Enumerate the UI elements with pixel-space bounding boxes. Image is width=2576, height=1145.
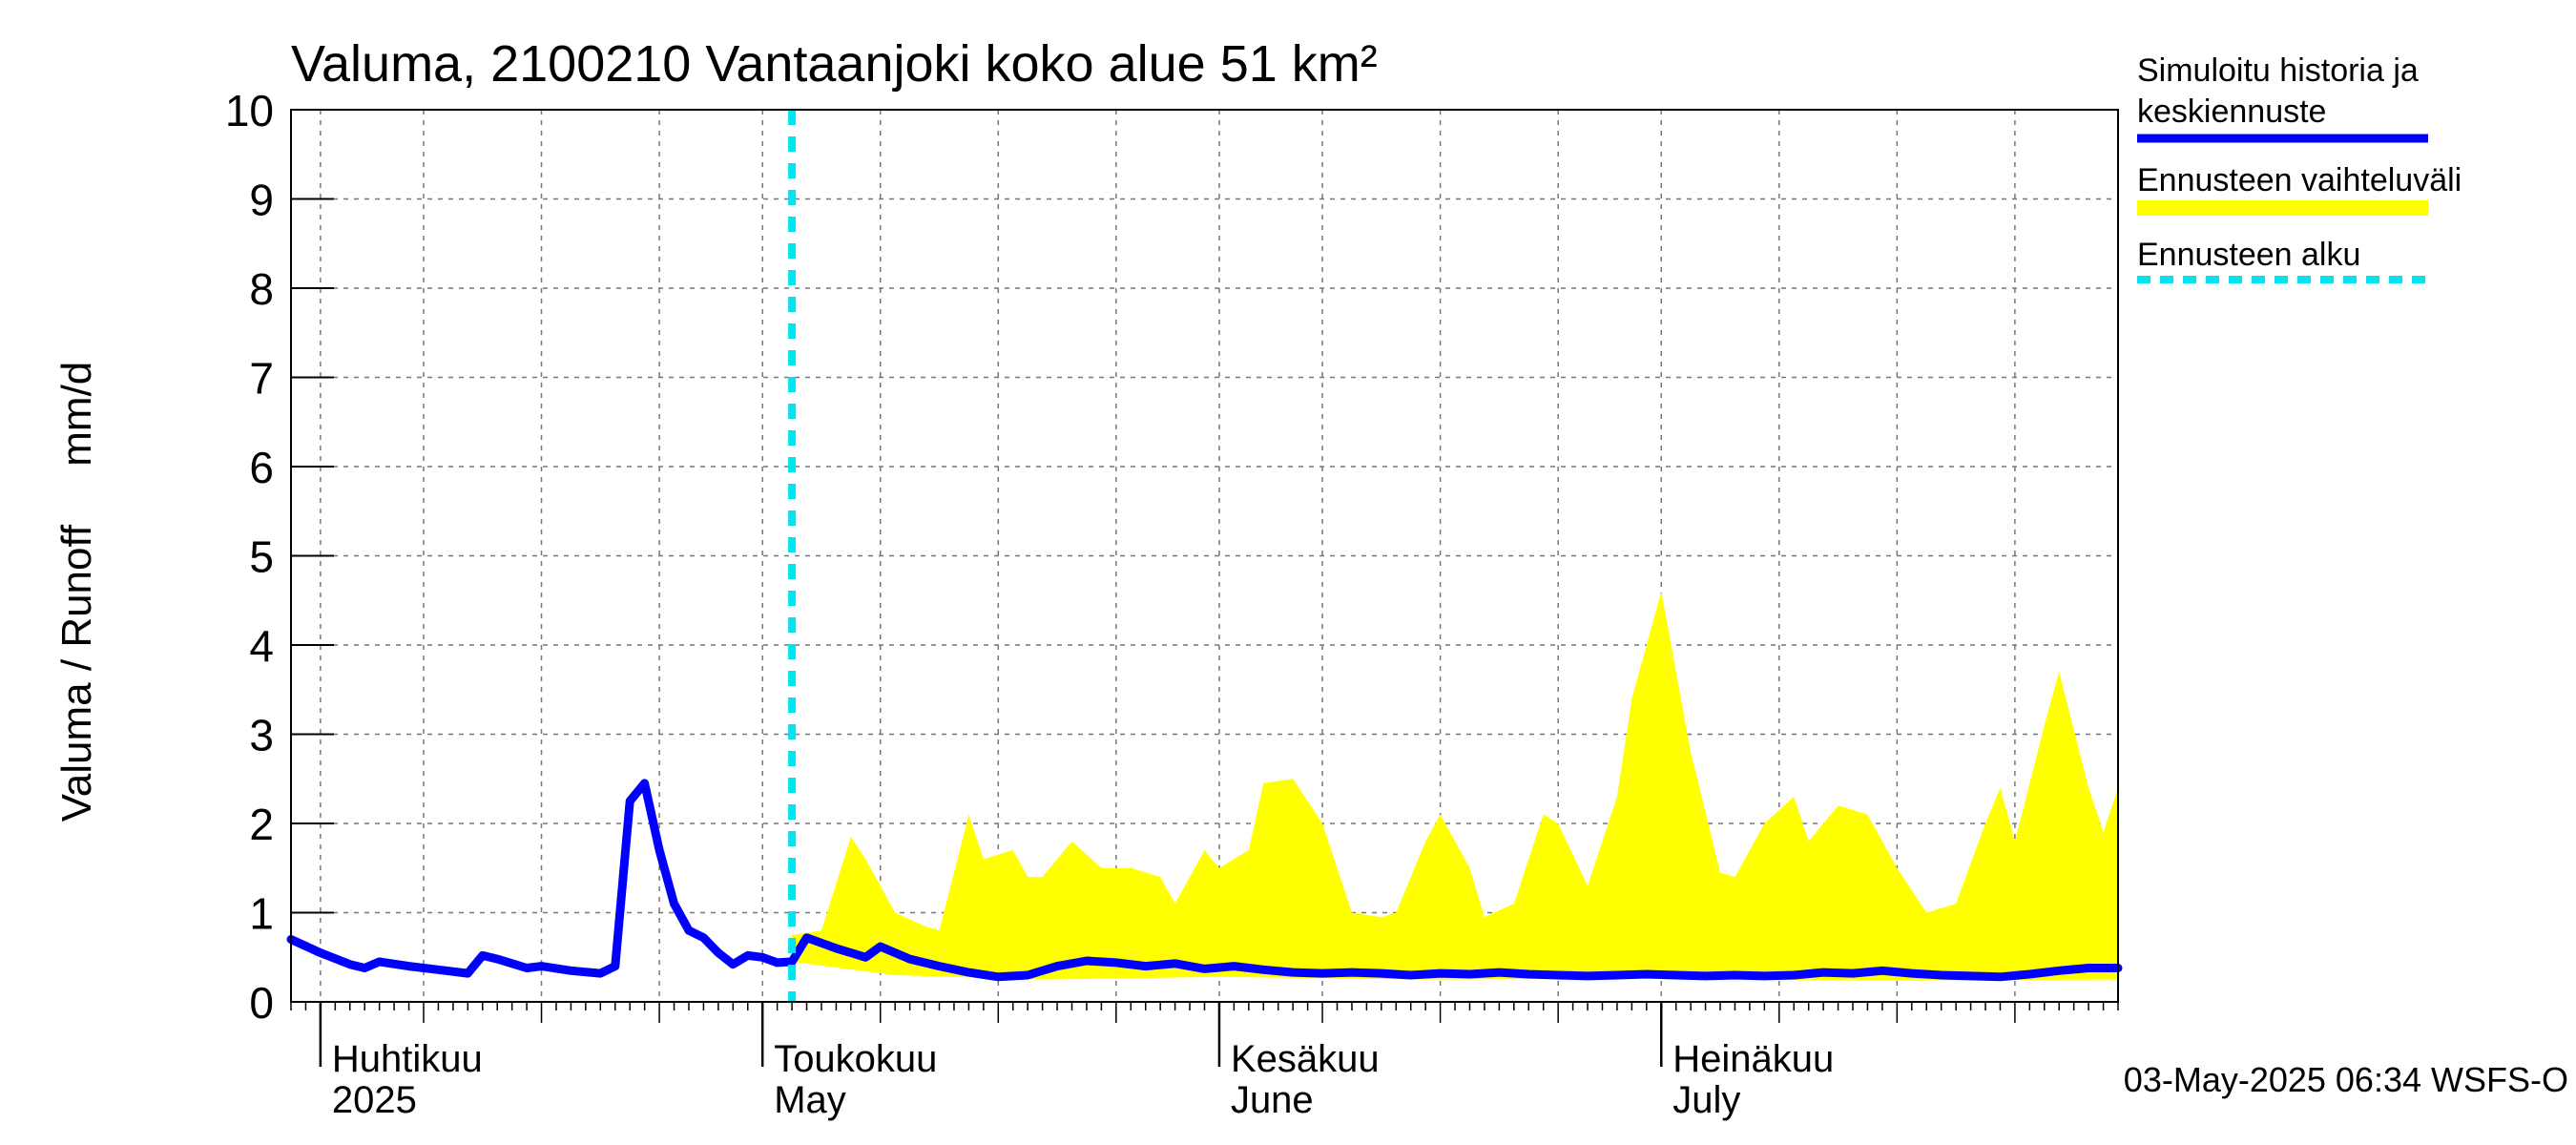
legend-label-range: Ennusteen vaihteluväli <box>2137 162 2462 198</box>
month-label: Heinäkuu <box>1672 1038 1834 1080</box>
month-label-secondary: July <box>1672 1079 1740 1121</box>
forecast-range-band <box>792 591 2118 981</box>
legend-label-forecast-start: Ennusteen alku <box>2137 237 2360 273</box>
y-tick-label: 4 <box>249 621 274 671</box>
forecast-band-layer <box>792 591 2118 981</box>
y-tick-label: 9 <box>249 176 274 225</box>
legend-label-simulated-line2: keskiennuste <box>2137 94 2326 130</box>
legend-label-simulated: Simuloitu historia ja <box>2137 52 2419 89</box>
y-axis: 0 1 2 3 4 5 6 7 8 9 10 <box>225 86 334 1028</box>
y-tick-label: 10 <box>225 86 274 135</box>
mean-series-layer <box>286 779 2123 982</box>
plot-area <box>286 109 2123 1003</box>
y-tick-label: 2 <box>249 800 274 849</box>
footer-timestamp: 03-May-2025 06:34 WSFS-O <box>2124 1060 2568 1099</box>
y-tick-label: 6 <box>249 443 274 492</box>
y-tick-label: 3 <box>249 711 274 760</box>
y-tick-label: 5 <box>249 532 274 582</box>
month-label: Huhtikuu <box>332 1038 483 1080</box>
y-tick-label: 0 <box>249 978 274 1028</box>
grid-lines <box>291 110 2118 1002</box>
simulated-mean-line <box>286 779 2123 982</box>
month-label: Toukokuu <box>774 1038 937 1080</box>
legend: Simuloitu historia ja keskiennuste Ennuste… <box>2137 52 2462 283</box>
month-label: Kesäkuu <box>1231 1038 1380 1080</box>
month-label-secondary: May <box>774 1079 846 1121</box>
y-tick-label: 8 <box>249 264 274 314</box>
chart-title: Valuma, 2100210 Vantaanjoki koko alue 51… <box>291 35 1378 93</box>
month-label-secondary: June <box>1231 1079 1314 1121</box>
y-axis-label: Valuma / Runoff mm/d <box>53 362 100 822</box>
y-tick-label: 1 <box>249 889 274 939</box>
month-label-secondary: 2025 <box>332 1079 417 1121</box>
legend-swatch-range <box>2137 200 2428 216</box>
y-tick-label: 7 <box>249 354 274 404</box>
